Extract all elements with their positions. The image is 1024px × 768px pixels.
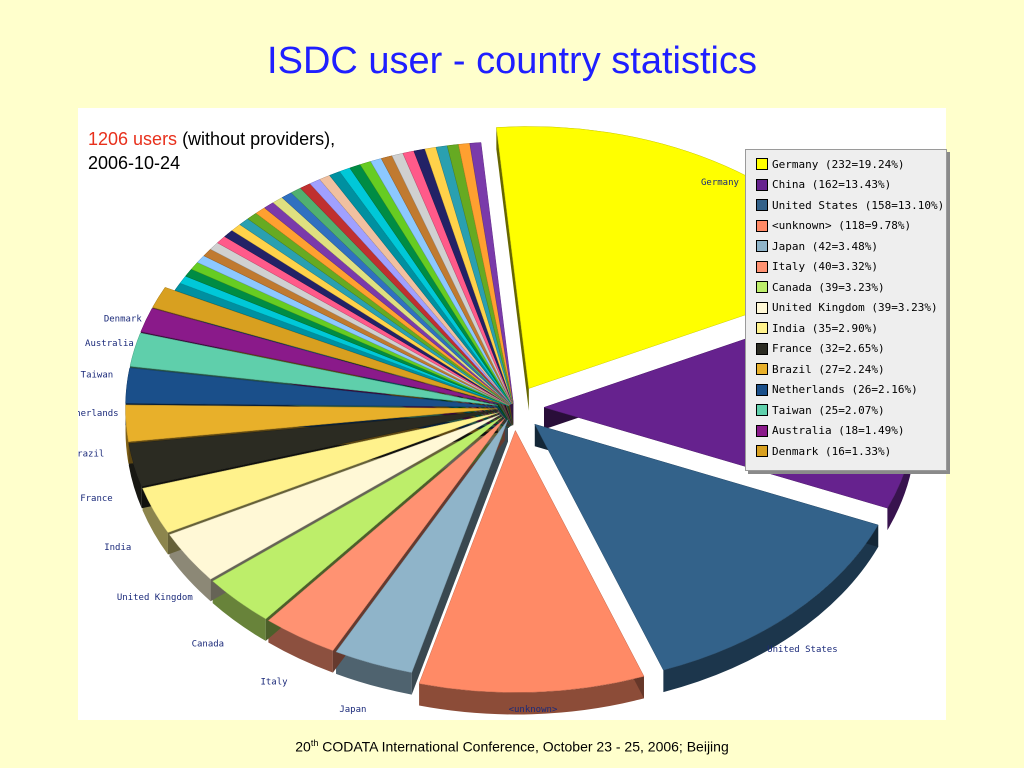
slice-label: Australia xyxy=(85,339,134,349)
pie-slice xyxy=(169,414,501,580)
legend-item: China (162=13.43%) xyxy=(756,178,891,192)
legend-swatch xyxy=(756,342,768,355)
slice-label: Japan xyxy=(339,705,366,715)
slice-label: Taiwan xyxy=(81,370,114,380)
slice-label: United Kingdom xyxy=(117,593,193,603)
pie-slice xyxy=(125,367,498,408)
slice-label: Germany xyxy=(701,178,740,188)
footer-ordinal: 20 xyxy=(295,738,311,755)
pie-slice-side xyxy=(125,404,129,464)
pie-slice-side xyxy=(663,524,879,693)
legend-item: Brazil (27=2.24%) xyxy=(756,362,885,376)
legend-label: Taiwan (25=2.07%) xyxy=(772,403,885,417)
user-count: 1206 users xyxy=(88,129,178,149)
pie-slice-side xyxy=(336,651,412,695)
legend-swatch xyxy=(756,240,768,252)
footer-text: CODATA International Conference, October… xyxy=(318,738,729,755)
legend-item: India (35=2.90%) xyxy=(756,321,878,335)
pie-slice xyxy=(152,287,499,404)
legend-label: United States (158=13.10%) xyxy=(772,198,945,212)
legend-item: Japan (42=3.48%) xyxy=(756,239,878,253)
legend-swatch xyxy=(756,158,768,170)
chart-panel: GermanyChinaUnited States<unknown>JapanI… xyxy=(78,108,946,720)
pie-slice-side xyxy=(212,581,266,641)
legend-swatch xyxy=(756,281,768,293)
legend-swatch xyxy=(756,301,768,314)
slice-label: India xyxy=(104,543,131,553)
legend-item: United Kingdom (39=3.23%) xyxy=(756,301,938,315)
legend-item: Taiwan (25=2.07%) xyxy=(756,403,885,417)
pie-slice xyxy=(267,418,506,651)
legend-swatch xyxy=(756,404,768,416)
legend-item: United States (158=13.10%) xyxy=(756,198,944,212)
slice-label: Netherlands xyxy=(78,409,119,419)
legend-item: Germany (232=19.24%) xyxy=(756,157,904,171)
pie-slice xyxy=(142,412,499,533)
pie-slice xyxy=(534,423,879,671)
legend-item: Italy (40=3.32%) xyxy=(756,260,878,274)
legend-swatch xyxy=(756,260,768,273)
legend-item: France (32=2.65%) xyxy=(756,342,885,356)
slice-label: France xyxy=(80,494,113,504)
slice-label: <unknown> xyxy=(509,705,558,715)
legend-item: Canada (39=3.23%) xyxy=(756,280,885,294)
slice-label: Canada xyxy=(192,639,225,649)
legend-label: Japan (42=3.48%) xyxy=(772,239,878,253)
slice-label: Italy xyxy=(260,678,288,688)
slide-footer: 20th CODATA International Conference, Oc… xyxy=(0,738,1024,755)
legend-label: United Kingdom (39=3.23%) xyxy=(772,301,938,314)
legend-label: Denmark (16=1.33%) xyxy=(772,444,892,458)
pie-slice xyxy=(125,404,498,442)
legend-swatch xyxy=(756,383,768,396)
legend-swatch xyxy=(756,445,768,457)
chart-note: 1206 users (without providers), 2006-10-… xyxy=(88,127,335,175)
legend-item: Denmark (16=1.33%) xyxy=(756,444,891,458)
legend-label: Netherlands (26=2.16%) xyxy=(772,383,918,396)
pie-slice-wall xyxy=(496,127,529,411)
legend-label: <unknown> (118=9.78%) xyxy=(772,219,912,232)
pie-slice xyxy=(418,429,645,693)
pie-slice-side xyxy=(169,534,211,602)
legend-label: Brazil (27=2.24%) xyxy=(772,362,885,376)
pie-slice xyxy=(212,416,503,620)
legend-swatch xyxy=(756,219,768,232)
legend-label: Germany (232=19.24%) xyxy=(772,157,905,171)
legend-label: India (35=2.90%) xyxy=(772,321,878,335)
slice-label: Brazil xyxy=(78,449,104,459)
pie-slice-other xyxy=(469,142,514,404)
legend-label: Canada (39=3.23%) xyxy=(772,280,885,294)
legend-item: Netherlands (26=2.16%) xyxy=(756,383,918,397)
slide-title: ISDC user - country statistics xyxy=(267,40,757,82)
pie-slice xyxy=(140,308,499,405)
legend-swatch xyxy=(756,178,768,191)
pie-slice xyxy=(128,410,498,487)
pie-chart: GermanyChinaUnited States<unknown>JapanI… xyxy=(78,126,944,715)
pie-slice-wall xyxy=(411,419,509,695)
pie-slice xyxy=(335,419,509,673)
legend-label: Italy (40=3.32%) xyxy=(772,260,878,273)
pie-slice-side xyxy=(419,676,644,715)
footer-ordinal-suffix: th xyxy=(310,738,319,748)
legend-item: Australia (18=1.49%) xyxy=(756,424,904,438)
slice-label: Denmark xyxy=(104,315,143,325)
legend-item: <unknown> (118=9.78%) xyxy=(756,219,911,233)
legend-label: Australia (18=1.49%) xyxy=(772,424,905,437)
slice-label: United States xyxy=(767,645,837,655)
chart-legend: Germany (232=19.24%) China (162=13.43%) Un… xyxy=(745,149,947,471)
legend-label: France (32=2.65%) xyxy=(772,342,885,355)
pie-slice xyxy=(129,332,498,406)
legend-label: China (162=13.43%) xyxy=(772,178,892,191)
legend-swatch xyxy=(756,322,768,334)
legend-swatch xyxy=(756,363,768,375)
pie-slice-side xyxy=(268,620,333,673)
legend-swatch xyxy=(756,199,768,211)
note-date: 2006-10-24 xyxy=(88,153,181,173)
legend-swatch xyxy=(756,424,768,437)
note-qualifier: (without providers), xyxy=(177,129,336,149)
